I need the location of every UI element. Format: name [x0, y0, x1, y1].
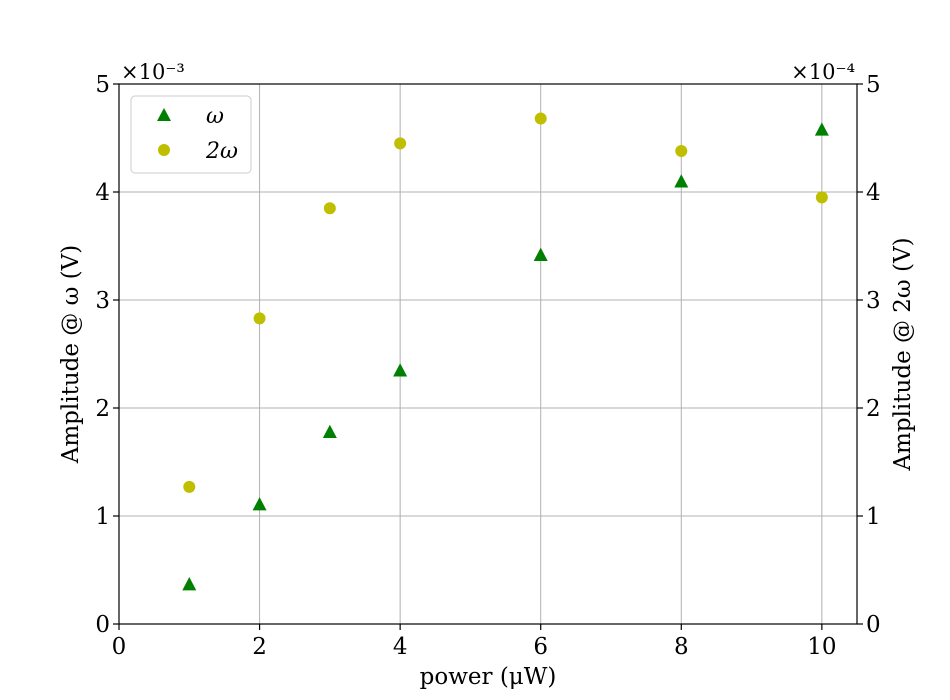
- x-tick-label: 6: [533, 634, 548, 660]
- y-left-axis-label: Amplitude @ ω (V): [58, 245, 84, 465]
- data-point-omega: [533, 247, 548, 261]
- x-tick-label: 2: [252, 634, 267, 660]
- data-point-2omega: [675, 144, 688, 157]
- y-left-exponent: ×10⁻³: [121, 60, 185, 84]
- y-right-tick-label: 3: [866, 288, 881, 314]
- data-point-2omega: [394, 137, 407, 150]
- legend-triangle-marker: [157, 108, 171, 121]
- y-left-tick-label: 5: [95, 72, 110, 98]
- x-tick-label: 10: [807, 634, 836, 660]
- data-point-omega: [814, 122, 829, 136]
- y-right-tick-label: 5: [866, 72, 881, 98]
- y-right-exponent: ×10⁻⁴: [791, 60, 855, 84]
- y-left-tick-label: 2: [95, 396, 110, 422]
- y-left-tick-label: 1: [95, 504, 110, 530]
- data-point-2omega: [183, 480, 196, 493]
- legend-label-omega: ω: [206, 104, 224, 129]
- data-point-omega: [322, 424, 337, 439]
- data-point-omega: [393, 363, 408, 377]
- legend-circle-marker: [158, 144, 170, 156]
- data-point-2omega: [534, 112, 547, 125]
- legend-label-2omega: 2ω: [205, 139, 238, 164]
- y-left-tick-label: 4: [95, 180, 110, 206]
- y-left-tick-label: 0: [95, 612, 110, 638]
- y-right-tick-label: 4: [866, 180, 881, 206]
- plot-frame: [118, 83, 858, 625]
- data-point-omega: [182, 577, 197, 591]
- x-tick-label: 8: [674, 634, 689, 660]
- y-right-tick-label: 2: [866, 396, 881, 422]
- y-right-axis-label: Amplitude @ 2ω (V): [890, 237, 916, 471]
- y-right-tick-label: 1: [866, 504, 881, 530]
- x-axis-label: power (μW): [420, 664, 557, 690]
- data-point-omega: [252, 497, 267, 511]
- x-tick-label: 4: [393, 634, 408, 660]
- data-points: [182, 112, 829, 591]
- data-point-2omega: [253, 312, 266, 325]
- y-left-tick-label: 3: [95, 288, 110, 314]
- data-point-2omega: [815, 191, 828, 204]
- y-right-tick-label: 0: [866, 612, 881, 638]
- x-tick-label: 0: [112, 634, 127, 660]
- data-point-2omega: [323, 202, 336, 215]
- data-point-omega: [674, 174, 689, 188]
- legend: ω 2ω: [130, 95, 252, 174]
- axis-ticks: 0 2 4 6 8 10 0 1 2 3 4 5 0 1 2 3 4 5: [95, 72, 880, 660]
